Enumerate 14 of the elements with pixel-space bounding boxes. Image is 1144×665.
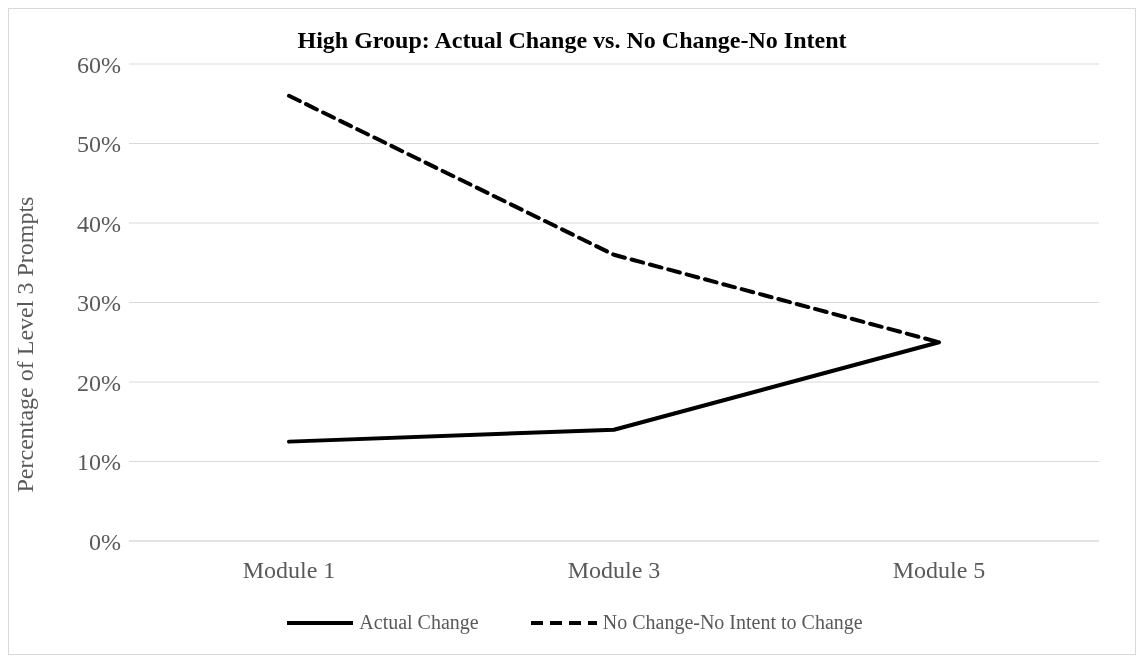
y-tick-label: 50% [77,131,121,158]
x-tick-label: Module 1 [242,557,336,584]
chart-title: High Group: Actual Change vs. No Change-No Intent [297,27,847,53]
x-tick-label: Module 3 [567,557,661,584]
y-tick-label: 10% [77,449,121,476]
y-tick-label: 20% [77,369,121,396]
y-tick-label: 30% [77,290,121,317]
legend-label: No Change-No Intent to Change [602,611,863,634]
y-tick-label: 40% [77,210,121,237]
legend-label: Actual Change [359,611,479,634]
y-tick-label: 0% [89,528,121,555]
y-tick-label: 60% [77,51,121,78]
y-axis-title: Percentage of Level 3 Prompts [11,196,38,493]
x-tick-label: Module 5 [892,557,986,584]
